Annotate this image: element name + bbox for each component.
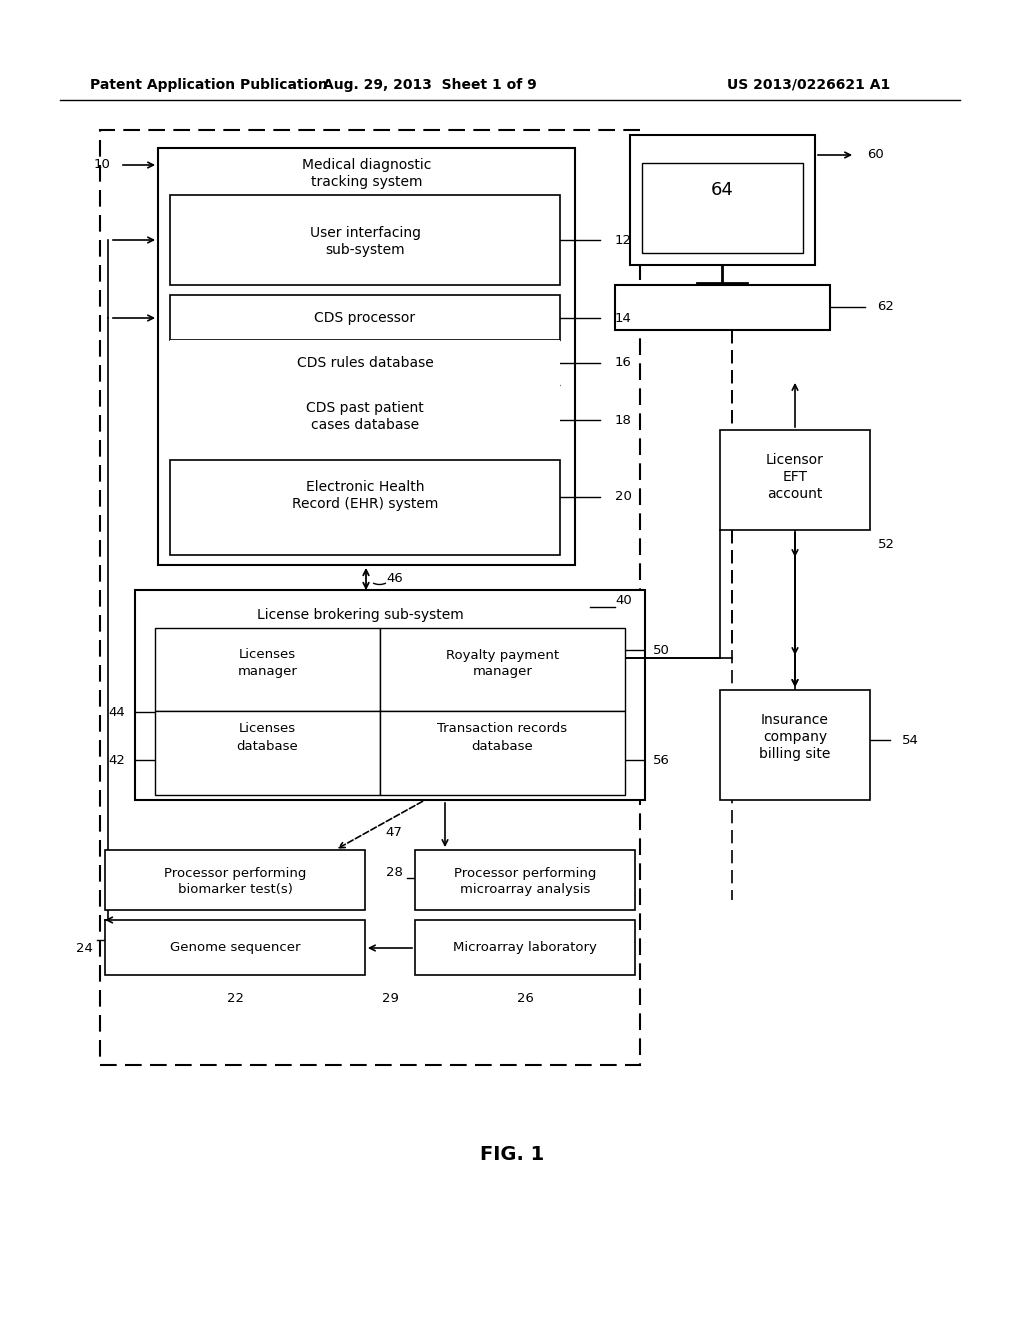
- Bar: [642, 162, 803, 253]
- Text: 44: 44: [109, 705, 125, 718]
- Bar: [170, 341, 560, 385]
- Text: 14: 14: [615, 312, 632, 325]
- Bar: [170, 294, 560, 341]
- Text: License brokering sub-system: License brokering sub-system: [257, 609, 464, 622]
- Text: CDS past patient: CDS past patient: [306, 401, 424, 414]
- Text: tracking system: tracking system: [310, 176, 422, 189]
- Text: 40: 40: [615, 594, 632, 606]
- Text: company: company: [763, 730, 827, 744]
- Text: biomarker test(s): biomarker test(s): [177, 883, 293, 896]
- Text: Medical diagnostic: Medical diagnostic: [302, 158, 431, 172]
- Bar: [380, 711, 625, 795]
- Text: Licensor: Licensor: [766, 453, 824, 467]
- Text: sub-system: sub-system: [326, 243, 404, 257]
- Bar: [158, 148, 575, 565]
- Text: Microarray laboratory: Microarray laboratory: [453, 941, 597, 954]
- Text: cases database: cases database: [311, 418, 419, 432]
- Text: 64: 64: [711, 181, 733, 199]
- Bar: [380, 628, 625, 711]
- Text: 47: 47: [385, 825, 401, 838]
- Bar: [170, 459, 560, 554]
- Text: 62: 62: [877, 301, 894, 314]
- Text: 26: 26: [516, 991, 534, 1005]
- Text: 52: 52: [878, 539, 895, 552]
- Text: account: account: [767, 487, 822, 502]
- Text: User interfacing: User interfacing: [309, 226, 421, 240]
- Text: 42: 42: [109, 754, 125, 767]
- Bar: [100, 129, 640, 1065]
- Bar: [155, 628, 380, 711]
- Text: 20: 20: [615, 491, 632, 503]
- Bar: [630, 135, 815, 265]
- Text: CDS rules database: CDS rules database: [297, 356, 433, 370]
- Text: FIG. 1: FIG. 1: [480, 1146, 544, 1164]
- Text: 12: 12: [615, 234, 632, 247]
- Text: manager: manager: [238, 664, 297, 677]
- Text: Record (EHR) system: Record (EHR) system: [292, 498, 438, 511]
- Bar: [105, 850, 365, 909]
- Text: 10: 10: [93, 158, 110, 172]
- Text: microarray analysis: microarray analysis: [460, 883, 590, 896]
- Bar: [415, 850, 635, 909]
- Text: Genome sequencer: Genome sequencer: [170, 941, 300, 954]
- Text: Royalty payment: Royalty payment: [445, 648, 559, 661]
- Text: database: database: [472, 739, 534, 752]
- Text: Aug. 29, 2013  Sheet 1 of 9: Aug. 29, 2013 Sheet 1 of 9: [324, 78, 537, 92]
- Bar: [415, 920, 635, 975]
- Text: 24: 24: [76, 941, 93, 954]
- Text: 46: 46: [386, 573, 402, 586]
- Text: 50: 50: [653, 644, 670, 656]
- Bar: [170, 195, 560, 285]
- Bar: [155, 711, 380, 795]
- Text: Insurance: Insurance: [761, 713, 829, 727]
- Text: Transaction records: Transaction records: [437, 722, 567, 735]
- Text: 22: 22: [226, 991, 244, 1005]
- Text: CDS processor: CDS processor: [314, 312, 416, 325]
- Bar: [170, 385, 560, 455]
- Text: 60: 60: [867, 149, 884, 161]
- Text: Licenses: Licenses: [239, 722, 296, 735]
- Text: 29: 29: [382, 991, 398, 1005]
- Text: 16: 16: [615, 356, 632, 370]
- Text: database: database: [237, 739, 298, 752]
- Text: Licenses: Licenses: [239, 648, 296, 661]
- Bar: [615, 285, 830, 330]
- Text: Electronic Health: Electronic Health: [306, 480, 424, 494]
- Bar: [720, 690, 870, 800]
- Text: 28: 28: [386, 866, 403, 879]
- Text: 54: 54: [902, 734, 919, 747]
- Text: Processor performing: Processor performing: [454, 866, 596, 879]
- Bar: [105, 920, 365, 975]
- Text: 56: 56: [653, 754, 670, 767]
- Bar: [720, 430, 870, 531]
- Text: manager: manager: [472, 664, 532, 677]
- Text: billing site: billing site: [760, 747, 830, 762]
- Text: Patent Application Publication: Patent Application Publication: [90, 78, 328, 92]
- Bar: [135, 590, 645, 800]
- Text: EFT: EFT: [782, 470, 808, 484]
- Text: Processor performing: Processor performing: [164, 866, 306, 879]
- Text: US 2013/0226621 A1: US 2013/0226621 A1: [727, 78, 890, 92]
- Text: 18: 18: [615, 413, 632, 426]
